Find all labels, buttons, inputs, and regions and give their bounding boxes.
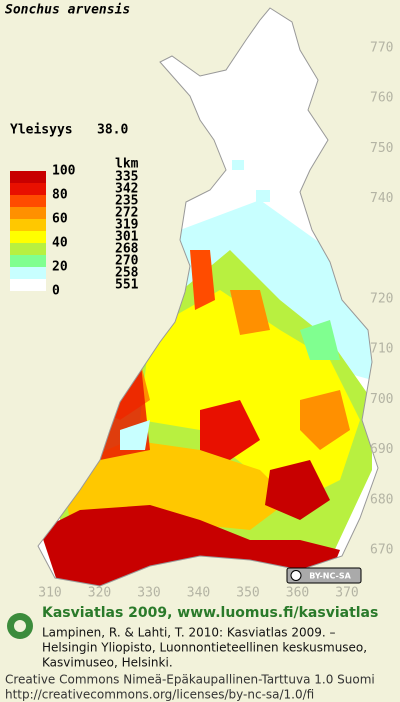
license-line: http://creativecommons.org/licenses/by-n… [5,688,314,702]
northing-label: 700 [370,392,393,407]
easting-label: 360 [286,586,309,601]
easting-label: 320 [88,586,111,601]
legend-swatch [10,207,46,219]
legend-count: 301 [115,230,139,245]
legend-count: 235 [115,194,138,209]
frequency-label: Yleisyys [10,123,73,138]
legend-swatch [10,219,46,231]
easting-label: 330 [137,586,160,601]
legend-count: 270 [115,254,139,269]
northing-label: 740 [370,191,393,206]
legend-count: 272 [115,206,138,221]
legend-swatch [10,243,46,255]
legend-scale-label: 60 [52,212,68,227]
legend-count: 335 [115,170,138,185]
cc-icon [290,570,302,581]
citation-line: Lampinen, R. & Lahti, T. 2010: Kasviatla… [42,626,336,640]
frequency-value: 38.0 [97,123,128,138]
legend-scale-label: 40 [52,236,68,251]
legend-scale-label: 20 [52,260,68,275]
legend-swatch [10,171,46,183]
legend-count: 319 [115,218,138,233]
northing-label: 750 [370,141,393,156]
legend-count: 258 [115,266,139,281]
easting-label: 370 [335,586,358,601]
legend-count: 342 [115,182,138,197]
northing-label: 670 [370,543,393,558]
map-title: Sonchus arvensis [5,3,130,18]
legend-scale-label: 80 [52,188,68,203]
northing-label: 770 [370,41,393,56]
count-header: lkm [115,157,139,172]
easting-label: 310 [38,586,61,601]
legend-count: 268 [115,242,139,257]
legend-swatch [10,231,46,243]
northing-label: 720 [370,292,393,307]
legend-scale-label: 0 [52,284,60,299]
easting-label: 340 [187,586,210,601]
legend-swatch [10,279,46,291]
badge-text: BY-NC-SA [309,572,351,581]
logo-inner [14,620,26,632]
grid-labels: 770 760 750 740 720 710 700 690 680 670 310 320 330 3… [38,41,393,601]
northing-label: 680 [370,492,393,507]
license-line: Creative Commons Nimeä-Epäkaupallinen-Ta… [5,673,375,687]
legend-swatch [10,195,46,207]
badge-box [286,567,362,584]
citation-line: Kasvimuseo, Helsinki. [42,656,173,670]
easting-label: 350 [236,586,259,601]
legend-swatch [10,183,46,195]
northing-label: 710 [370,342,393,357]
legend-count: 551 [115,278,139,293]
legend-scale-label: 100 [52,164,76,179]
northing-label: 760 [370,91,393,106]
citation-line: Helsingin Yliopisto, Luonnontieteellinen… [42,641,367,655]
legend-swatch [10,255,46,267]
credits-heading: Kasviatlas 2009, www.luomus.fi/kasviatla… [42,605,378,621]
license-badge: BY-NC-SA [286,567,362,584]
credits: Kasviatlas 2009, www.luomus.fi/kasviatla… [5,605,378,702]
country-outline [37,7,379,587]
northing-label: 690 [370,442,393,457]
legend-swatch [10,267,46,279]
